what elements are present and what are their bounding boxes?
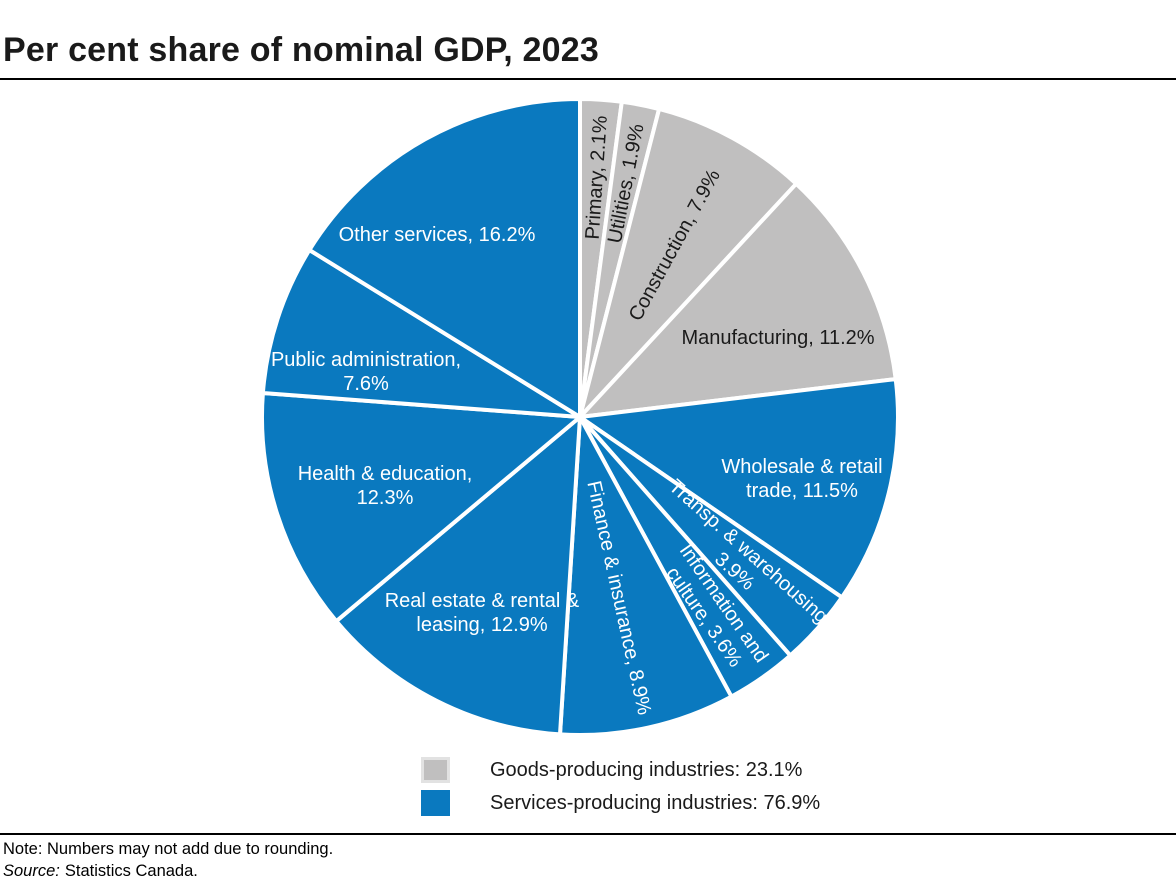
pie-label-health-education: Health & education, 12.3% xyxy=(298,463,473,509)
pie-label-wholesale-retail-trade: Wholesale & retail trade, 11.5% xyxy=(721,456,882,502)
pie-slice-public-administration xyxy=(260,248,582,419)
pie-slice-construction xyxy=(578,107,799,419)
pie-slice-real-estate-rental-leasing xyxy=(334,415,582,737)
pie-slice-wholesale-retail-trade xyxy=(578,377,900,600)
pie-chart: Primary, 2.1%Utilities, 1.9%Construction… xyxy=(260,97,900,737)
source-label: Source: xyxy=(3,862,60,880)
title-divider xyxy=(0,78,1176,80)
pie-slice-manufacturing xyxy=(578,181,898,419)
pie-label-real-estate-rental-leasing: Real estate & rental & leasing, 12.9% xyxy=(385,590,580,636)
pie-slice-other-services xyxy=(307,97,582,419)
footnote: Note: Numbers may not add due to roundin… xyxy=(3,840,334,858)
legend: Goods-producing industries: 23.1% Servic… xyxy=(421,757,820,823)
legend-swatch xyxy=(421,790,450,816)
legend-item-services: Services-producing industries: 76.9% xyxy=(421,790,820,816)
pie-slice-health-education xyxy=(260,391,582,624)
page-title: Per cent share of nominal GDP, 2023 xyxy=(3,31,599,69)
pie-label-manufacturing: Manufacturing, 11.2% xyxy=(681,327,874,349)
legend-swatch xyxy=(421,757,450,783)
source-line: Source: Statistics Canada. xyxy=(3,862,198,881)
pie-label-other-services: Other services, 16.2% xyxy=(339,224,536,246)
source-text: Statistics Canada. xyxy=(64,862,198,880)
legend-label: Services-producing industries: 76.9% xyxy=(490,791,821,814)
legend-label: Goods-producing industries: 23.1% xyxy=(490,758,803,781)
pie-slice-finance-insurance xyxy=(558,415,734,737)
footer-divider xyxy=(0,833,1176,835)
pie-label-public-administration: Public administration, 7.6% xyxy=(271,349,461,395)
legend-item-goods: Goods-producing industries: 23.1% xyxy=(421,757,820,783)
